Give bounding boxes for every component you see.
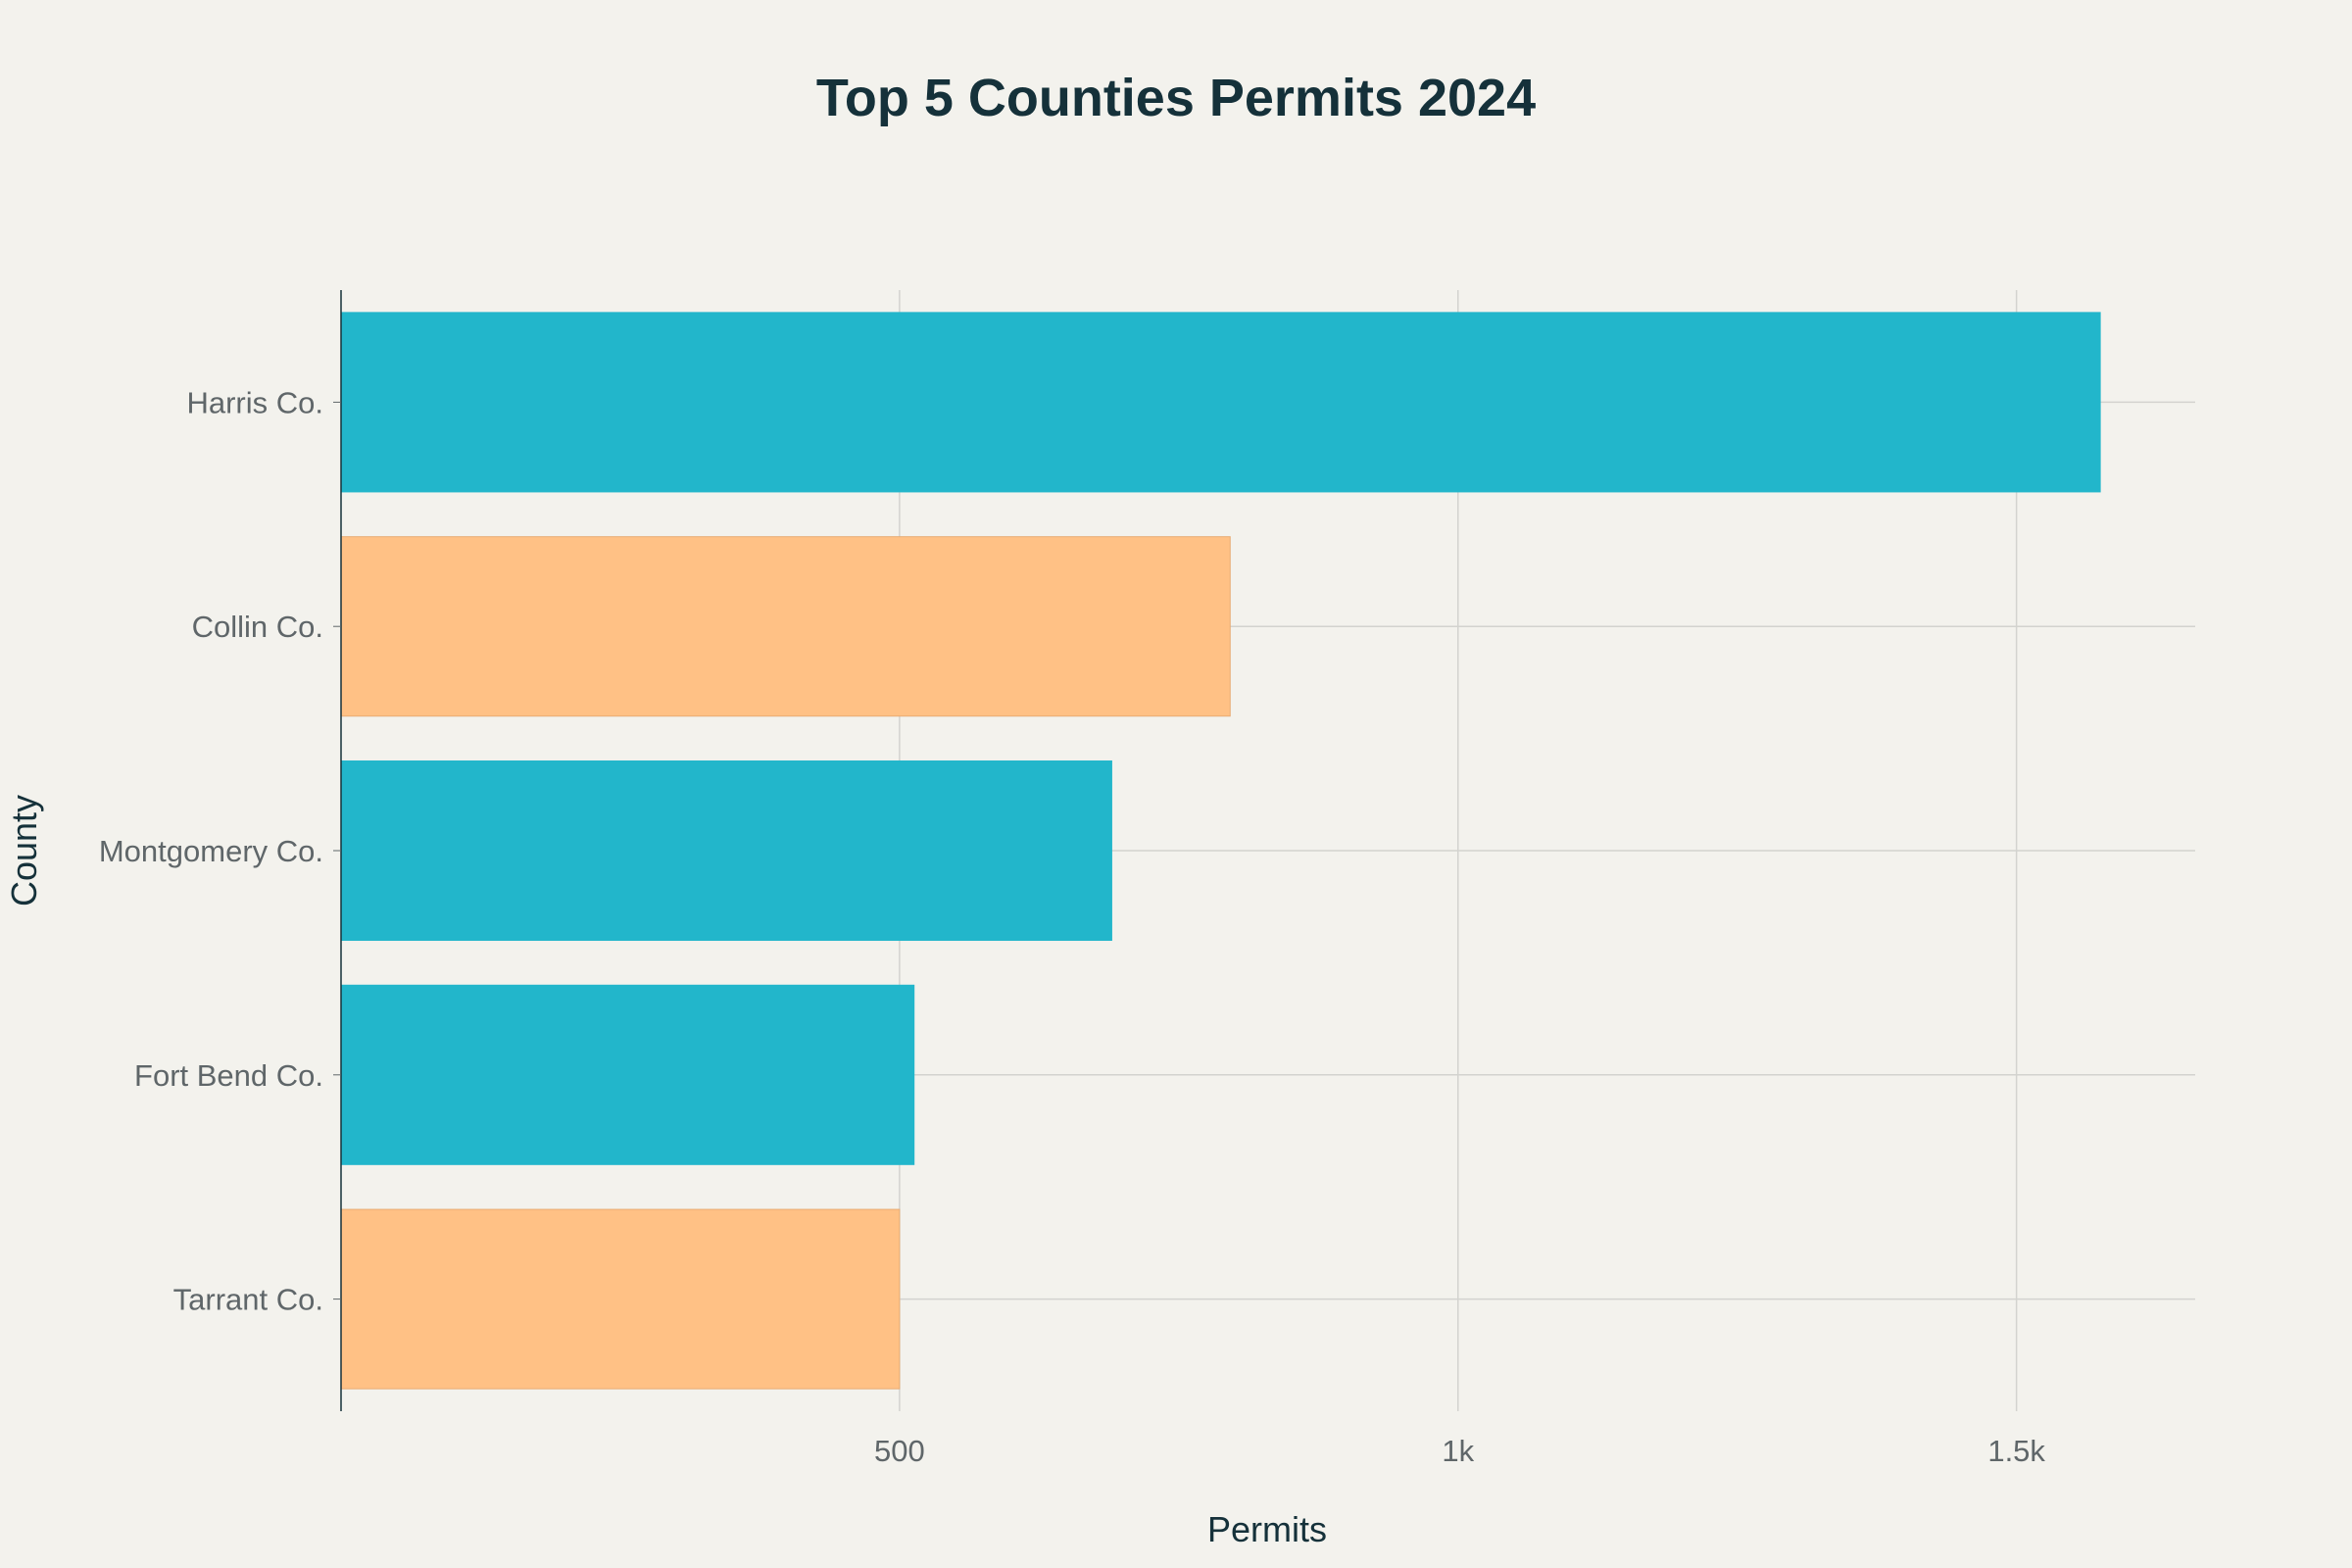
bar bbox=[340, 760, 1112, 942]
bar bbox=[340, 1208, 901, 1390]
bar bbox=[340, 536, 1231, 717]
x-axis-title: Permits bbox=[1207, 1509, 1327, 1549]
y-tick-labels: Harris Co. Collin Co. Montgomery Co. Fort B… bbox=[99, 385, 341, 1317]
bar bbox=[340, 312, 2101, 493]
y-tick-label: Fort Bend Co. bbox=[134, 1058, 323, 1093]
chart-title: Top 5 Counties Permits 2024 bbox=[816, 69, 1536, 127]
y-tick-label: Collin Co. bbox=[192, 610, 323, 644]
x-tick-labels: 500 1k 1.5k bbox=[874, 1434, 2045, 1468]
y-tick-label: Montgomery Co. bbox=[99, 834, 323, 868]
x-tick-label: 1k bbox=[1442, 1434, 1474, 1468]
bar bbox=[340, 984, 915, 1165]
x-tick-label: 1.5k bbox=[1987, 1434, 2045, 1468]
y-axis-title: County bbox=[4, 795, 44, 906]
x-tick-label: 500 bbox=[874, 1434, 925, 1468]
bars bbox=[340, 312, 2101, 1390]
y-tick-label: Harris Co. bbox=[186, 385, 323, 419]
y-tick-label: Tarrant Co. bbox=[173, 1283, 323, 1317]
